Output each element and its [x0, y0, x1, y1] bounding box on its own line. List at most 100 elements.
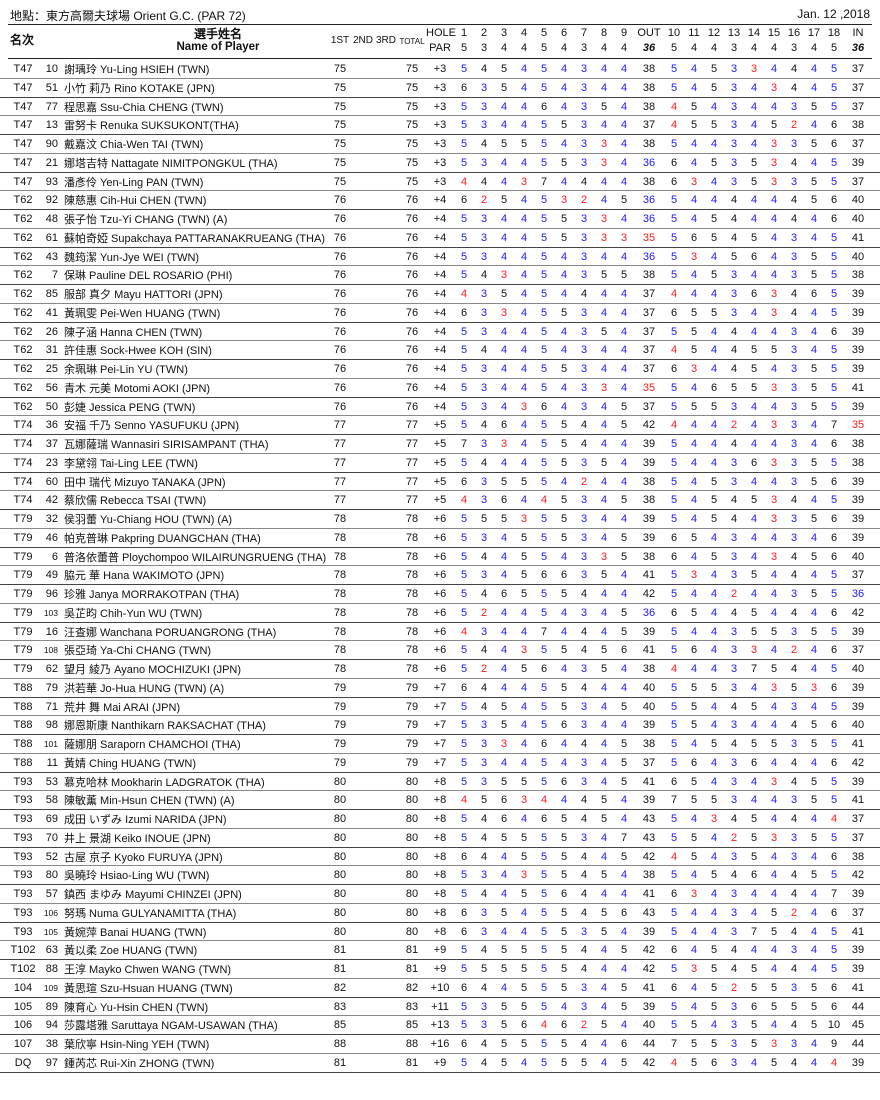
hole-score: 4: [730, 738, 738, 750]
hole-score: 4: [710, 419, 718, 432]
hole-score: 5: [690, 831, 698, 844]
hole-score: 3: [600, 138, 608, 150]
hole-score: 3: [520, 869, 528, 882]
hole-score: 4: [690, 381, 698, 394]
hole-score: 4: [770, 813, 778, 825]
hole-score: 5: [500, 944, 508, 957]
in-total: 38: [851, 438, 865, 450]
hole-par: 4: [620, 42, 628, 54]
hole-score: 4: [710, 644, 718, 657]
hole-score: 3: [690, 363, 698, 375]
row-cells: DQ 97 鍾芮芯 Rui-Xin ZHONG (TWN) 81 81 +9 5 4 5 4 5 5 5…: [8, 1055, 872, 1071]
hole-score: 4: [600, 588, 608, 600]
hole-score: 4: [710, 588, 718, 600]
to-par: +10: [430, 981, 450, 994]
hole-score: 4: [710, 625, 718, 638]
hole-score: 6: [540, 738, 548, 750]
hole-score: 3: [730, 756, 738, 769]
round1-score: 79: [333, 700, 347, 713]
player-name: 陳慈惠 Cih-Hui CHEN (TWN): [64, 195, 207, 208]
out-total: 37: [642, 400, 656, 413]
hole-score: 3: [480, 531, 488, 544]
player-number: 38: [45, 1038, 58, 1050]
hole-score: 5: [830, 494, 838, 507]
hole-score: 5: [830, 925, 838, 938]
hole-score: 6: [830, 513, 838, 525]
hole-score: 5: [670, 213, 678, 225]
in-total: 38: [851, 269, 865, 282]
hole-score: 3: [520, 175, 528, 188]
out-total: 39: [642, 794, 656, 807]
player-name: 張子怡 Tzu-Yi CHANG (TWN) (A): [64, 214, 228, 226]
hole-score: 3: [730, 400, 738, 413]
hole-score: 4: [810, 231, 818, 244]
hole-score: 4: [690, 475, 698, 488]
hole-score: 5: [600, 100, 608, 113]
out-total: 39: [642, 719, 656, 732]
hole-score: 4: [460, 175, 468, 188]
hole-score: 4: [600, 81, 608, 94]
hole-score: 5: [810, 138, 818, 150]
hole-score: 4: [460, 494, 468, 507]
hole-score: 5: [830, 63, 838, 75]
hole-score: 4: [600, 1000, 608, 1013]
hole-score: 4: [540, 1019, 548, 1032]
hole-score: 3: [790, 794, 798, 807]
hole-score: 3: [580, 494, 588, 507]
hole-score: 5: [690, 606, 698, 619]
hole-score: 5: [500, 1056, 508, 1069]
hole-score: 3: [790, 475, 798, 488]
hole-score: 3: [480, 925, 488, 938]
hole-score: 3: [810, 681, 818, 694]
hole-score: 4: [810, 644, 818, 657]
table-row: T79 103 吳芷昀 Chih-Yun WU (TWN) 78 78 +6 5 2 4 4 5 4 3…: [0, 604, 880, 623]
hole-score: 4: [600, 681, 608, 694]
hole-score: 5: [830, 400, 838, 413]
hole-score: 5: [540, 850, 548, 863]
hole-score: 4: [690, 81, 698, 94]
player-number: 85: [45, 288, 58, 300]
position: T93: [13, 794, 33, 807]
row-cells: T62 41 黃珮雯 Pei-Wen HUANG (TWN) 76 76 +4 6 3 3 4 5 5…: [8, 305, 872, 321]
hole-score: 3: [580, 231, 588, 244]
hole-score: 4: [600, 513, 608, 525]
position: T47: [13, 138, 33, 150]
player-name: 娜塔吉特 Nattagate NIMITPONGKUL (THA): [64, 157, 278, 170]
hole-score: 3: [480, 306, 488, 319]
hole-score: 3: [580, 250, 588, 263]
hole-score: 4: [750, 306, 758, 319]
hole-score: 5: [750, 569, 758, 582]
hole-score: 5: [560, 850, 568, 863]
hole-score: 4: [580, 963, 588, 975]
table-row: DQ 97 鍾芮芯 Rui-Xin ZHONG (TWN) 81 81 +9 5 4 5 4 5 5 5…: [0, 1054, 880, 1073]
hole-score: 5: [710, 794, 718, 807]
player-name: 陳子涵 Hanna CHEN (TWN): [64, 326, 203, 339]
position: 105: [13, 1000, 33, 1013]
hole-score: 4: [750, 944, 758, 957]
hole-score: 2: [790, 644, 798, 657]
hole-score: 4: [500, 100, 508, 113]
out-total: 38: [642, 494, 656, 507]
hole-score: 6: [690, 756, 698, 769]
hole-score: 4: [520, 419, 528, 432]
hole-score: 4: [500, 531, 508, 544]
hole-score: 5: [520, 1038, 528, 1050]
to-par: +8: [433, 775, 447, 788]
player-name: 服部 真夕 Mayu HATTORI (JPN): [64, 289, 223, 301]
to-par: +4: [433, 250, 447, 263]
hole-score: 4: [750, 400, 758, 413]
hole-score: 4: [770, 531, 778, 544]
hole-score: 3: [580, 531, 588, 544]
hole-score: 5: [540, 213, 548, 225]
player-name: 彭婕 Jessica PENG (TWN): [64, 401, 196, 414]
hole-score: 5: [560, 963, 568, 975]
player-name: 吳曉玲 Hsiao-Ling WU (TWN): [64, 870, 210, 883]
hole-score: 4: [480, 944, 488, 957]
hole-score: 3: [790, 1038, 798, 1050]
total-score: 76: [405, 194, 419, 207]
hole-score: 4: [670, 850, 678, 863]
hole-score: 5: [770, 625, 778, 638]
round1-score: 76: [333, 250, 347, 263]
total-score: 75: [405, 81, 419, 94]
to-par: +8: [433, 831, 447, 844]
